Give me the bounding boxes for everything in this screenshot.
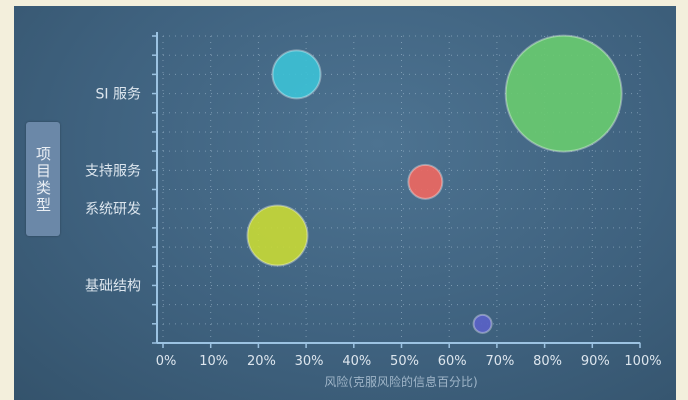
x-tick-label: 0% — [156, 354, 177, 369]
data-bubble — [472, 313, 493, 334]
x-tick-label: 80% — [533, 354, 562, 369]
y-category-label: 基础结构 — [85, 277, 141, 294]
data-bubble — [271, 49, 322, 100]
y-category-label: SI 服务 — [96, 87, 141, 103]
x-tick-label: 50% — [390, 354, 419, 369]
x-tick-label: 90% — [581, 354, 610, 369]
x-tick-label: 60% — [438, 354, 467, 369]
y-category-label: 系统研发 — [85, 202, 141, 218]
x-tick-label: 10% — [199, 354, 228, 369]
x-tick-label: 20% — [247, 354, 276, 369]
x-tick-label: 70% — [485, 354, 514, 369]
y-category-label: 支持服务 — [85, 163, 141, 179]
x-tick-label: 100% — [624, 354, 661, 369]
data-bubble — [246, 204, 309, 267]
x-tick-label: 40% — [342, 354, 371, 369]
data-bubble — [504, 34, 623, 153]
y-axis-label: 项目类型 — [34, 146, 52, 214]
y-axis-label-box: 项目类型 — [26, 122, 60, 236]
x-tick-label: 30% — [295, 354, 324, 369]
x-axis-title: 风险(克服风险的信息百分比) — [324, 374, 477, 389]
data-bubble — [407, 163, 444, 200]
